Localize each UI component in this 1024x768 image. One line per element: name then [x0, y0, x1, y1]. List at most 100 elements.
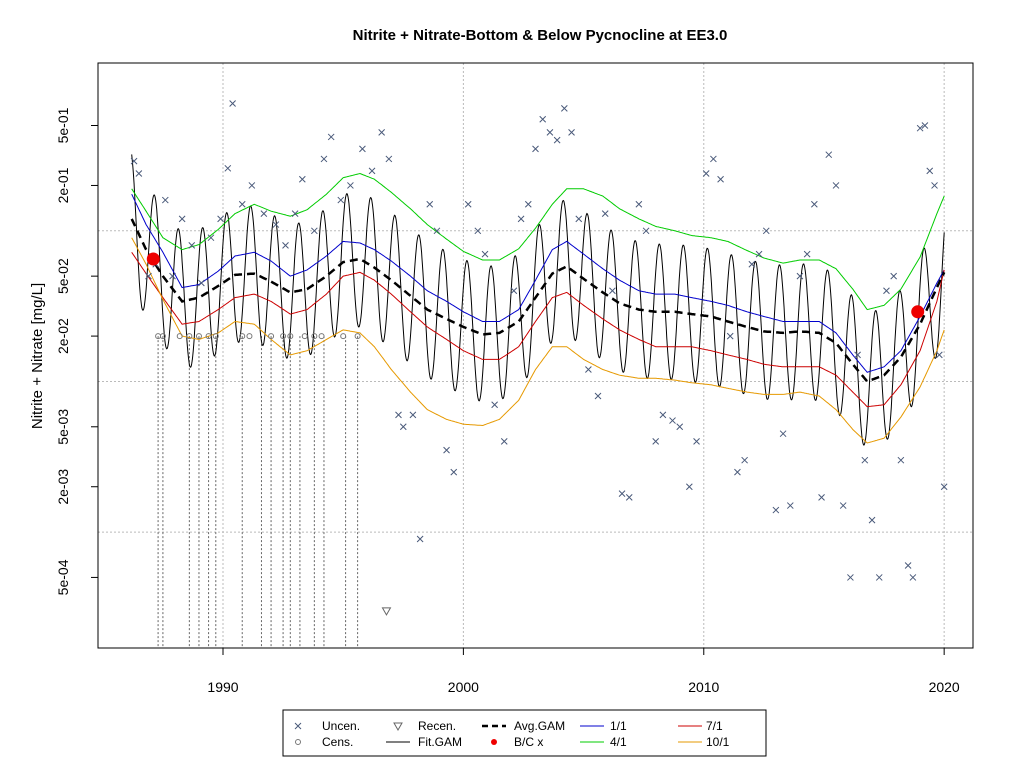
- censored-point: [354, 333, 361, 340]
- censored-point: [287, 333, 294, 340]
- uncensored-point: [618, 490, 626, 497]
- uncensored-point: [779, 430, 787, 438]
- uncensored-point: [926, 167, 934, 175]
- uncensored-point: [847, 574, 854, 581]
- uncensored-point: [875, 574, 883, 581]
- legend-label: Recen.: [418, 719, 456, 733]
- uncensored-point: [693, 438, 700, 445]
- uncensored-point: [897, 456, 905, 464]
- uncensored-point: [568, 129, 575, 136]
- uncensored-point: [940, 483, 948, 491]
- uncensored-point: [524, 200, 532, 208]
- censored-point: [311, 333, 318, 340]
- legend-symbol-triangle: [393, 722, 403, 732]
- uncensored-point: [935, 351, 943, 359]
- legend-symbol-cross: [294, 722, 302, 730]
- legend-label: 4/1: [610, 735, 627, 749]
- censored-point: [159, 333, 166, 340]
- uncensored-point: [169, 272, 176, 280]
- uncensored-point: [238, 200, 246, 208]
- x-tick-label: 2000: [448, 679, 479, 695]
- uncensored-point: [399, 423, 407, 431]
- bc-points: [146, 252, 925, 319]
- censored-point: [340, 333, 347, 340]
- legend-label: Fit.GAM: [418, 735, 462, 749]
- legend-label: Uncen.: [322, 719, 360, 733]
- legend-box: [282, 709, 767, 757]
- censored-point: [195, 333, 202, 340]
- x-tick-label: 1990: [207, 679, 238, 695]
- series-lines: [130, 172, 946, 444]
- uncensored-point: [207, 234, 215, 242]
- uncensored-point: [217, 215, 224, 223]
- uncensored-point: [347, 182, 354, 189]
- y-tick-label: 2e-03: [55, 469, 71, 505]
- uncensored-point: [378, 129, 386, 136]
- uncensored-point: [909, 574, 917, 581]
- uncensored-point: [931, 182, 938, 189]
- y-tick-label: 5e-03: [55, 409, 71, 445]
- uncensored-point: [260, 210, 268, 217]
- uncensored-point: [198, 279, 205, 287]
- legend-label: 1/1: [610, 719, 627, 733]
- y-tick-label: 5e-01: [55, 107, 71, 143]
- uncensored-point: [883, 287, 890, 295]
- censored-point: [301, 333, 308, 340]
- uncensored-point: [717, 175, 724, 183]
- x-tick-label: 2010: [688, 679, 719, 695]
- uncensored-point: [868, 516, 876, 524]
- uncensored-point: [450, 468, 458, 476]
- uncensored-point: [560, 104, 568, 112]
- uncensored-point: [810, 200, 818, 208]
- uncensored-point: [178, 215, 186, 223]
- uncensored-point: [327, 133, 335, 141]
- uncensored-point: [734, 468, 741, 476]
- series-line-71: [131, 252, 945, 408]
- uncensored-point: [426, 200, 434, 208]
- plot-frame: [97, 62, 974, 649]
- uncensored-point: [443, 446, 450, 454]
- uncensored-point: [385, 155, 393, 163]
- chart-title: Nitrite + Nitrate-Bottom & Below Pycnocl…: [353, 27, 728, 44]
- legend-label: B/C x: [514, 735, 543, 749]
- uncensored-point: [741, 456, 748, 464]
- censored-point: [176, 333, 183, 340]
- fit-gam-line: [131, 154, 945, 446]
- uncensored-point: [921, 122, 929, 129]
- uncensored-point: [433, 227, 441, 235]
- uncensored-point: [291, 210, 299, 217]
- legend-label: 10/1: [706, 735, 730, 749]
- uncensored-point: [337, 196, 345, 204]
- uncensored-point: [135, 170, 143, 177]
- bc-point: [146, 252, 160, 266]
- uncensored-point: [224, 164, 232, 172]
- y-tick-label: 5e-02: [55, 258, 71, 294]
- legend-symbol-circle: [295, 739, 301, 745]
- series-line-101: [131, 237, 945, 444]
- uncensored-point: [839, 502, 847, 509]
- x-axis: 1990 2000 2010 2020: [207, 647, 960, 695]
- uncensored-point: [685, 483, 693, 491]
- legend-symbol-dot: [491, 739, 497, 745]
- bc-point: [911, 305, 925, 319]
- censored-point: [246, 333, 253, 340]
- uncensored-point: [539, 115, 547, 123]
- uncensored-point: [320, 155, 328, 163]
- uncensored-point: [546, 129, 554, 136]
- uncensored-point: [796, 272, 804, 280]
- y-tick-label: 2e-02: [55, 318, 71, 354]
- legend-label: Avg.GAM: [514, 719, 565, 733]
- uncensored-point: [625, 494, 633, 501]
- uncensored-point: [130, 157, 138, 165]
- grid-lines: [98, 63, 973, 648]
- series-line-AvgGAM: [130, 218, 946, 383]
- y-tick-label: 2e-01: [55, 167, 71, 203]
- censored-point: [268, 333, 275, 340]
- y-axis: 5e-04 2e-03 5e-03 2e-02 5e-02 2e-01 5e-01: [55, 107, 98, 595]
- uncensored-point: [532, 145, 539, 153]
- uncensored-point: [861, 456, 869, 464]
- uncensored-point: [676, 423, 684, 431]
- uncensored-point: [359, 145, 366, 153]
- legend-label: Cens.: [322, 735, 353, 749]
